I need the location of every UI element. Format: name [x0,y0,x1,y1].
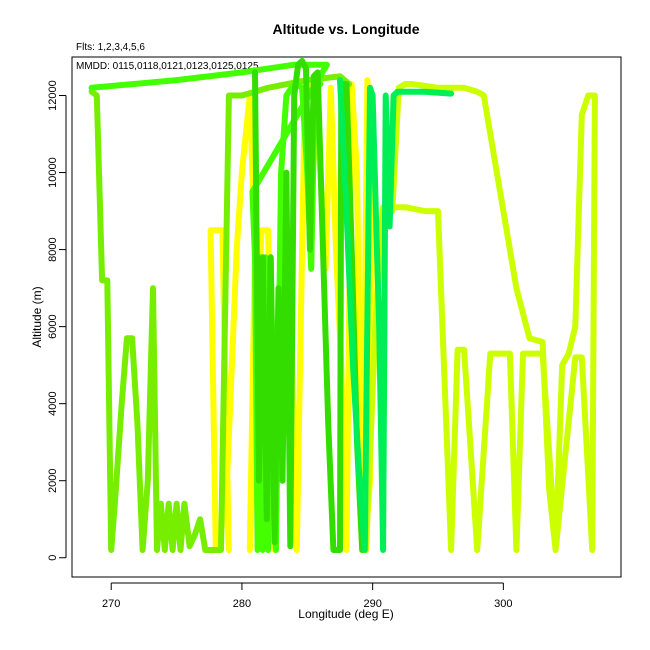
x-axis: 270 280 290 300 [102,582,513,610]
y-tick-label: 0 [47,555,59,561]
y-tick-label: 6000 [47,314,59,338]
chart-title: Altitude vs. Longitude [273,21,420,37]
x-axis-label: Longitude (deg E) [298,607,393,621]
series-line-6 [337,77,455,553]
x-tick-label: 280 [233,598,251,610]
series-line-2 [88,73,353,553]
y-tick-label: 4000 [47,391,59,415]
y-tick-label: 10000 [47,157,59,188]
series-layer [88,57,598,553]
series-line-1 [207,77,376,553]
y-axis: 0 2000 4000 6000 8000 10000 12000 [47,80,67,561]
chart-subtitle-flights: Flts: 1,2,3,4,5,6 [76,42,145,53]
y-tick-label: 8000 [47,237,59,261]
series-line-5 [363,81,598,553]
y-tick-label: 2000 [47,468,59,492]
x-tick-label: 270 [102,598,120,610]
y-tick-label: 12000 [47,80,59,111]
x-tick-label: 290 [363,598,381,610]
chart-subtitle-dates: MMDD: 0115,0118,0121,0123,0125,0125 [76,61,259,72]
series-line-3 [88,61,330,553]
y-axis-label: Altitude (m) [30,286,44,347]
plot-frame [71,56,622,578]
x-tick-label: 300 [494,598,512,610]
